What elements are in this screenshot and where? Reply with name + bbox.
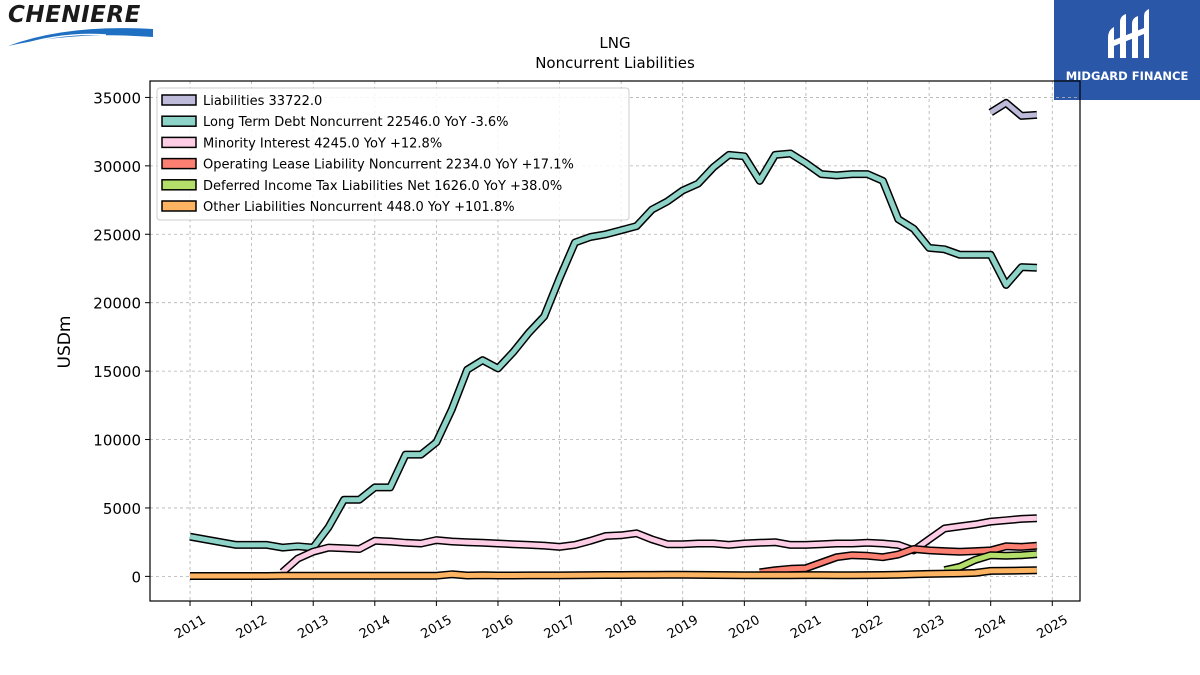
x-tick-label: 2014 [357,613,393,643]
plot-frame [149,80,1081,602]
legend-label: Deferred Income Tax Liabilities Net 1626… [203,179,562,194]
chart-subtitle: Noncurrent Liabilities [535,54,695,72]
x-tick-label: 2016 [480,613,516,643]
y-tick-label: 20000 [93,295,141,313]
y-tick-label: 10000 [93,432,141,450]
provider-logo-text: MIDGARD FINANCE [1065,69,1189,83]
provider-logo: MIDGARD FINANCE [1054,0,1200,100]
x-tick-label: 2022 [850,613,886,643]
x-tick-label: 2020 [727,613,763,643]
y-tick-label: 30000 [93,158,141,176]
legend-label: Minority Interest 4245.0 YoY +12.8% [203,136,442,151]
x-tick-label: 2021 [788,613,824,643]
series-lines [189,98,1038,580]
legend-swatch [161,157,197,170]
x-tick-label: 2018 [603,613,639,643]
y-tick-label: 5000 [103,500,141,518]
legend-box [156,87,630,221]
legend: Liabilities 33722.0 Long Term Debt Noncur… [156,87,630,221]
x-tick-label: 2024 [973,613,1009,643]
legend-label: Operating Lease Liability Noncurrent 223… [203,158,574,173]
x-tick-label: 2017 [542,613,578,643]
x-tick-label: 2023 [911,613,947,643]
y-axis-label: USDm [55,316,75,369]
series-line [989,100,1038,119]
legend-swatch [161,94,197,106]
series-line [189,151,1038,551]
legend-label: Liabilities 33722.0 [203,94,322,109]
x-tick-label: 2011 [172,613,208,643]
x-tick-label: 2013 [295,613,331,643]
y-tick-label: 15000 [93,363,141,381]
x-tick-label: 2025 [1034,613,1070,643]
x-tick-label: 2019 [665,613,701,643]
y-tick-label: 0 [131,568,141,586]
y-tick-label: 35000 [93,89,141,107]
legend-swatch [161,136,197,149]
provider-logo-icon [1108,9,1149,58]
company-logo-swoosh [8,28,153,47]
chart-title: LNG [599,34,630,52]
series-line [190,567,1037,579]
company-logo: CHENIERE [6,2,156,50]
series-line [943,551,1038,573]
company-logo-text: CHENIERE [8,2,141,28]
x-tick-label: 2015 [419,613,455,643]
y-tick-label: 25000 [93,226,141,244]
legend-label: Long Term Debt Noncurrent 22546.0 YoY -3… [203,115,509,130]
legend-label: Other Liabilities Noncurrent 448.0 YoY +… [203,200,515,215]
series-line [759,543,1038,575]
legend-swatch [161,115,197,127]
x-tick-label: 2012 [234,613,270,643]
legend-swatch [161,200,197,212]
legend-swatch [161,179,197,191]
